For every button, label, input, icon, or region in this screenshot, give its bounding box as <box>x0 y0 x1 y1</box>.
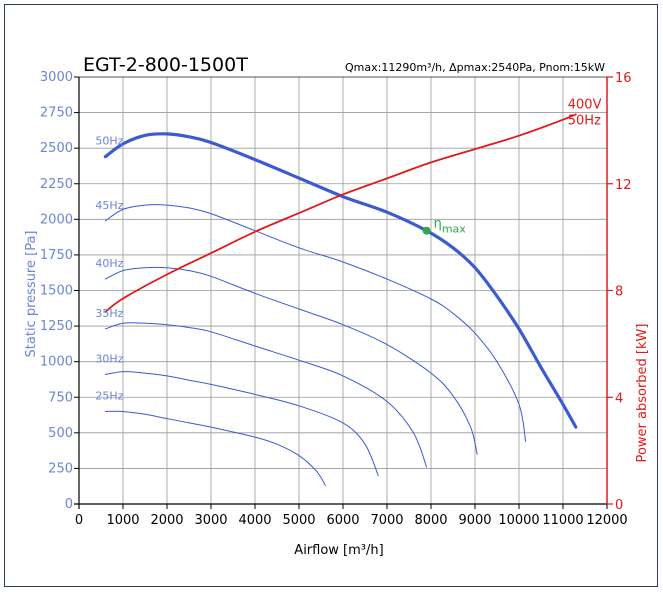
chart-frame: 0 1000 2000 3000 4000 5000 6000 7000 8000 9000 100… <box>4 4 658 587</box>
series-line-50hz <box>103 132 578 429</box>
optimum-point <box>422 226 431 235</box>
y-tick-label: 3000 <box>40 70 73 85</box>
x-tick-label: 12000 <box>586 513 627 528</box>
x-tick-label: 7000 <box>370 513 403 528</box>
series-label-45hz: 45Hz <box>95 199 123 212</box>
series-label-50hz: 50Hz <box>95 135 123 148</box>
x-tick-label: 5000 <box>282 513 315 528</box>
chart-title: EGT-2-800-1500T <box>83 54 248 76</box>
series-line-400v-50hz <box>104 113 577 313</box>
x-tick-label: 4000 <box>238 513 271 528</box>
y-tick-label: 750 <box>48 390 73 405</box>
grid <box>78 76 608 505</box>
y-tick-label: 1750 <box>40 248 73 263</box>
series <box>103 113 578 486</box>
x-tick-label: 11000 <box>542 513 583 528</box>
series-line-35hz <box>104 322 428 468</box>
fan-curve-chart: 0 1000 2000 3000 4000 5000 6000 7000 8000 9000 100… <box>24 54 650 558</box>
y-tick-label: 250 <box>48 461 73 476</box>
chart-subtitle: Qmax:11290m³/h, Δpmax:2540Pa, Pnom:15kW <box>345 61 605 74</box>
series-line-30hz <box>104 371 379 476</box>
series-line-40hz <box>104 266 478 455</box>
axes: 0 1000 2000 3000 4000 5000 6000 7000 8000 9000 100… <box>40 70 632 528</box>
series-label-25hz: 25Hz <box>95 389 123 402</box>
x-axis-title: Airflow [m³/h] <box>294 543 383 558</box>
y-tick-label: 1250 <box>40 319 73 334</box>
series-line-45hz <box>104 204 527 442</box>
y-tick-label: 2500 <box>40 141 73 156</box>
y2-tick-label: 12 <box>615 178 632 193</box>
y-tick-label: 2750 <box>40 106 73 121</box>
x-tick-label: 2000 <box>150 513 183 528</box>
x-tick-label: 10000 <box>498 513 539 528</box>
y2-tick-label: 4 <box>615 391 623 406</box>
y-tick-label: 1500 <box>40 284 73 299</box>
y-tick-label: 0 <box>65 497 73 512</box>
y2-tick-label: 8 <box>615 285 623 300</box>
y2-tick-label: 0 <box>615 498 623 513</box>
series-label-power-0: 400V <box>568 97 602 112</box>
x-tick-label: 1000 <box>106 513 139 528</box>
series-label-40hz: 40Hz <box>95 257 123 270</box>
y-tick-label: 1000 <box>40 355 73 370</box>
optimum-label-sub: max <box>442 223 466 236</box>
x-tick-label: 6000 <box>326 513 359 528</box>
x-tick-label: 3000 <box>194 513 227 528</box>
y-axis-title: Static pressure [Pa] <box>24 231 39 358</box>
y-tick-label: 2250 <box>40 177 73 192</box>
series-label-power-1: 50Hz <box>568 113 601 128</box>
y-tick-label: 500 <box>48 426 73 441</box>
x-tick-label: 9000 <box>458 513 491 528</box>
x-tick-label: 8000 <box>414 513 447 528</box>
series-line-25hz <box>104 410 326 486</box>
x-tick-label: 0 <box>75 513 83 528</box>
series-label-30hz: 30Hz <box>95 352 123 365</box>
y-tick-label: 2000 <box>40 212 73 227</box>
series-label-35hz: 35Hz <box>95 307 123 320</box>
y2-tick-label: 16 <box>615 71 632 86</box>
y2-axis-title: Power absorbed [kW] <box>635 324 650 463</box>
